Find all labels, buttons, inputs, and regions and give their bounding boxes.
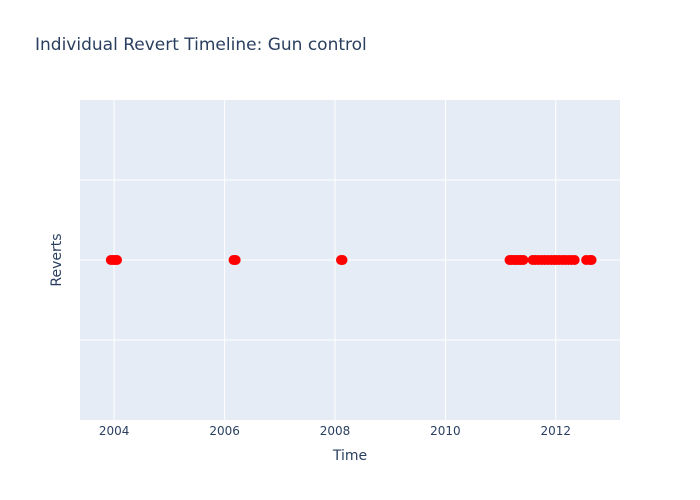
data-points[interactable] bbox=[105, 255, 597, 265]
x-tick-label: 2012 bbox=[540, 424, 571, 438]
chart-title: Individual Revert Timeline: Gun control bbox=[35, 35, 367, 55]
y-axis-title: Reverts bbox=[49, 233, 65, 286]
revert-point[interactable] bbox=[569, 255, 580, 265]
x-tick-label: 2006 bbox=[209, 424, 240, 438]
x-tick-label: 2004 bbox=[99, 424, 130, 438]
revert-point[interactable] bbox=[586, 255, 597, 265]
x-axis-title: Time bbox=[332, 448, 367, 464]
revert-point[interactable] bbox=[112, 255, 123, 265]
revert-point[interactable] bbox=[230, 255, 241, 265]
revert-point[interactable] bbox=[518, 255, 529, 265]
x-tick-label: 2008 bbox=[320, 424, 351, 438]
x-axis-ticks: 2004 2006 2008 2010 2012 bbox=[99, 424, 571, 438]
x-tick-label: 2010 bbox=[430, 424, 461, 438]
revert-point[interactable] bbox=[337, 255, 348, 265]
